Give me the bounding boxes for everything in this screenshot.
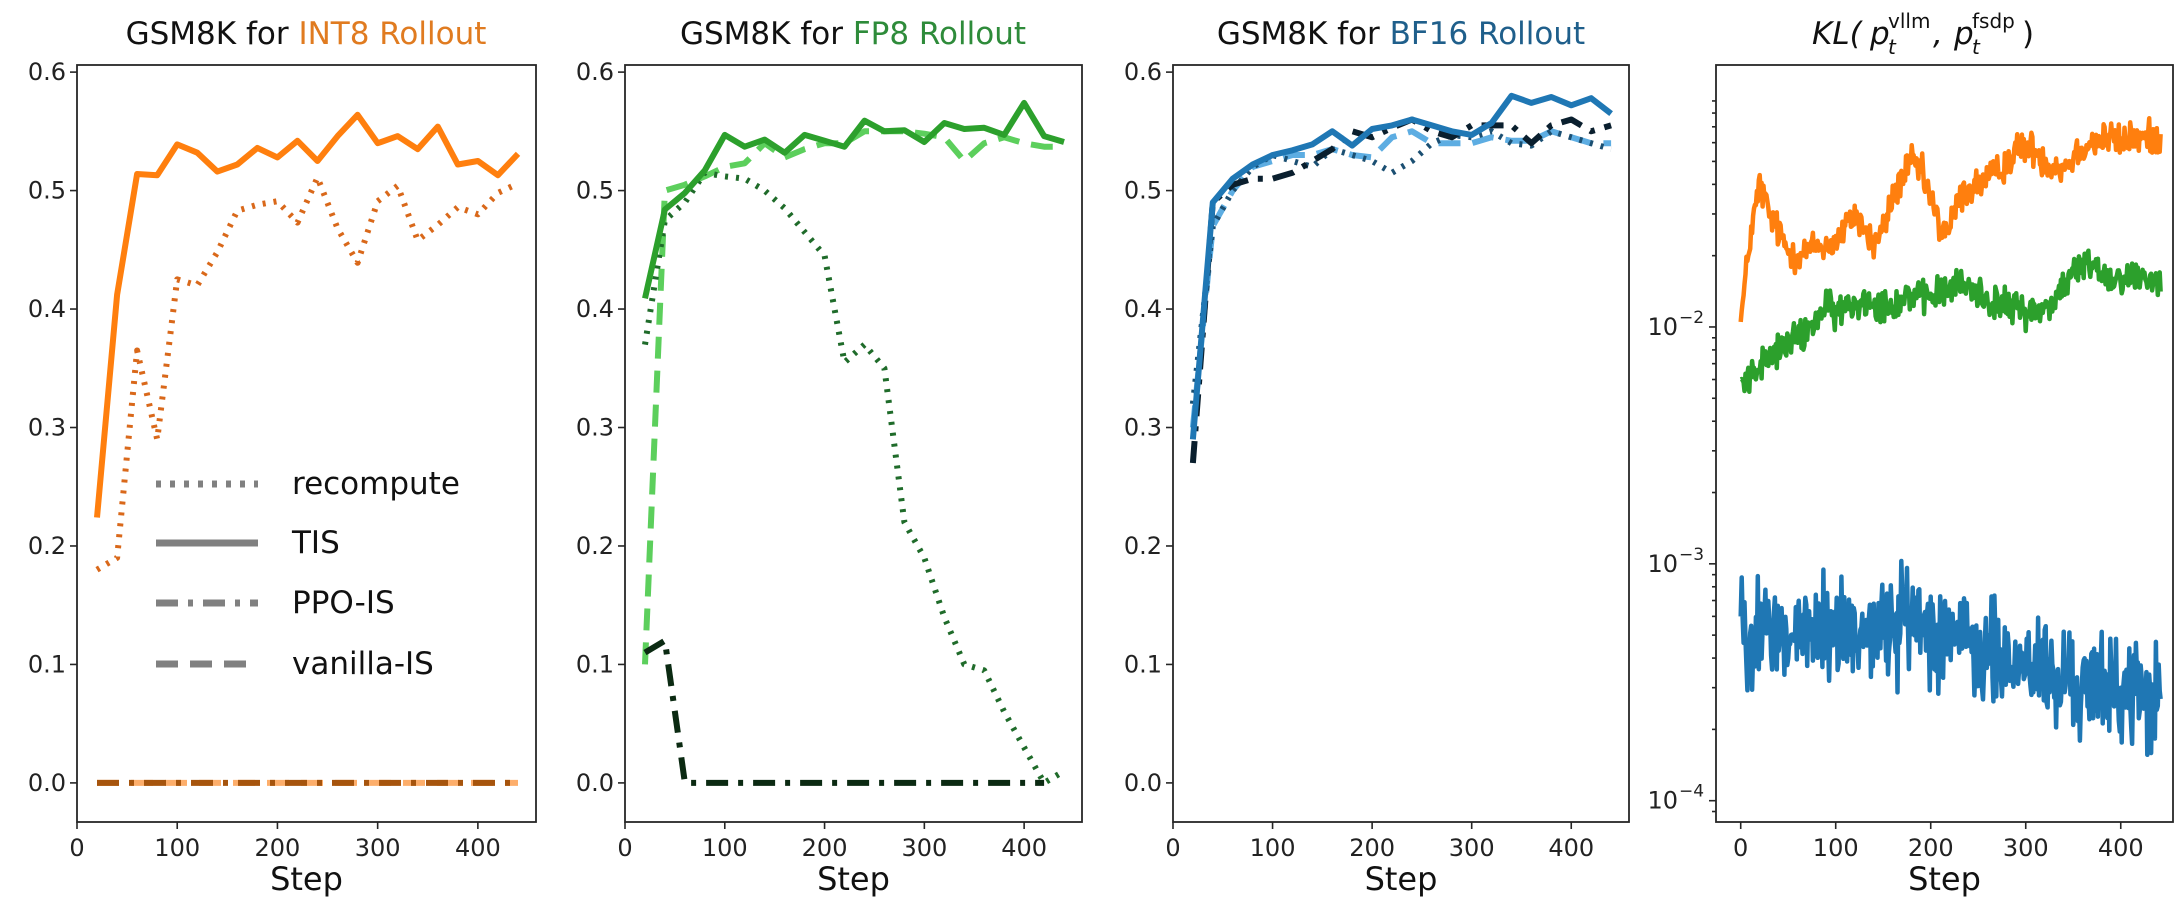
x-tick-label: 300 [2003,834,2049,862]
x-tick-label: 400 [2098,834,2144,862]
title-prefix: GSM8K for [1217,16,1390,52]
title-prefix: GSM8K for [126,16,299,52]
title-highlight: INT8 Rollout [298,16,486,52]
y-tick-label: 0.4 [28,295,66,323]
x-axis-label: Step [1365,860,1438,898]
title-p2: p [1953,16,1974,52]
y-tick-label-base: 10 [1647,313,1678,341]
legend-label: PPO-IS [292,585,395,621]
x-axis-label: Step [1908,860,1981,898]
y-tick-label: 0.2 [1124,532,1162,560]
y-tick-label: 0.6 [576,58,614,86]
x-tick-label: 100 [1250,834,1296,862]
y-tick-label: 0.1 [28,650,66,678]
x-tick-label: 200 [1349,834,1395,862]
y-tick-label: 0.2 [28,532,66,560]
y-tick-label: 0.6 [1124,58,1162,86]
title-sup2: fsdp [1972,9,2015,33]
plot-frame [76,64,537,823]
title-comma: , [1933,16,1943,52]
legend: recompute TIS PPO-IS vanilla-IS [156,466,460,682]
y-tick-label: 0.0 [576,769,614,797]
x-tick-label: 200 [255,834,301,862]
x-tick-label: 0 [617,834,632,862]
y-tick-label: 0.2 [576,532,614,560]
x-tick-label: 300 [355,834,401,862]
series-line-vanilla-is [1189,128,1612,428]
y-tick-label-base: 10 [1647,787,1678,815]
y-tick-label: 0.5 [576,177,614,205]
y-tick-label: 0.4 [576,295,614,323]
series-line-vanilla-is [642,128,1064,665]
title-sub2: t [1972,35,1981,59]
x-tick-label: 400 [455,834,501,862]
y-tick-label: 0.1 [1124,650,1162,678]
plot-frame [624,64,1083,823]
x-tick-label: 300 [1449,834,1495,862]
x-tick-label: 200 [1908,834,1954,862]
x-tick-label: 100 [154,834,200,862]
title-kl: KL( [1812,16,1864,52]
title-close: ) [2022,16,2034,52]
y-tick-label: 0.3 [28,414,66,442]
series-line-tis [642,99,1065,300]
y-tick-label-base: 10 [1647,550,1678,578]
y-tick-label-exp: −2 [1679,308,1704,328]
legend-label: recompute [292,466,460,502]
y-tick-label: 0.5 [1124,177,1162,205]
series-line-recompute [642,169,1066,786]
title-p1: p [1869,16,1890,52]
y-tick-label: 0.3 [1124,414,1162,442]
title-sub1: t [1888,35,1897,59]
title-prefix: GSM8K for [680,16,853,52]
kl-series-bf16 [1738,558,2163,758]
panel-0: 0.0 0.1 0.2 0.3 0.4 0.5 0.6 0 100 200 300 400 Step [28,58,537,898]
kl-series-int8 [1738,116,2163,323]
x-tick-label: 100 [702,834,748,862]
x-axis-label: Step [270,860,343,898]
series-line-tis [1189,92,1613,440]
legend-label: TIS [291,525,340,561]
legend-label: vanilla-IS [292,646,434,682]
series-line-recompute [95,174,520,573]
panel-2: 0.0 0.1 0.2 0.3 0.4 0.5 0.6 0 100 200 300 400 Step [1124,58,1630,898]
plot-frame [1172,64,1630,823]
x-tick-label: 200 [802,834,848,862]
y-tick-label: 0.3 [576,414,614,442]
y-tick-label: 0.0 [28,769,66,797]
y-tick-label: 0.6 [28,58,66,86]
series-line-recompute [1189,128,1612,405]
x-tick-label: 100 [1813,834,1859,862]
y-tick-label: 0.5 [28,177,66,205]
y-tick-label-exp: −3 [1679,545,1704,565]
title-sup1: vllm [1888,9,1930,33]
y-tick-label: 0.0 [1124,769,1162,797]
plot-frame [1715,64,2174,823]
panel-title-bf16: GSM8K for BF16 Rollout [1217,16,1585,52]
series-line-ppo-is [1189,116,1612,464]
x-axis-label: Step [817,860,890,898]
series-line-tis [94,111,521,518]
panel-1: 0.0 0.1 0.2 0.3 0.4 0.5 0.6 0 100 200 300 400 Step [576,58,1083,898]
series-line-ppo-is [643,637,1045,786]
panel-title-int8: GSM8K for INT8 Rollout [126,16,487,52]
title-highlight: BF16 Rollout [1390,16,1586,52]
y-tick-label: 0.1 [576,650,614,678]
x-tick-label: 300 [901,834,947,862]
panel-title-fp8: GSM8K for FP8 Rollout [680,16,1026,52]
panel-title-kl: KL( p t vllm , p t fsdp ) [1812,9,2034,59]
y-tick-label-exp: −4 [1679,782,1704,802]
x-tick-label: 0 [1733,834,1748,862]
kl-series-fp8 [1739,248,2163,394]
y-tick-label: 0.4 [1124,295,1162,323]
x-tick-label: 0 [1165,834,1180,862]
x-tick-label: 400 [1001,834,1047,862]
x-tick-label: 400 [1548,834,1594,862]
title-highlight: FP8 Rollout [853,16,1026,52]
x-tick-label: 0 [69,834,84,862]
